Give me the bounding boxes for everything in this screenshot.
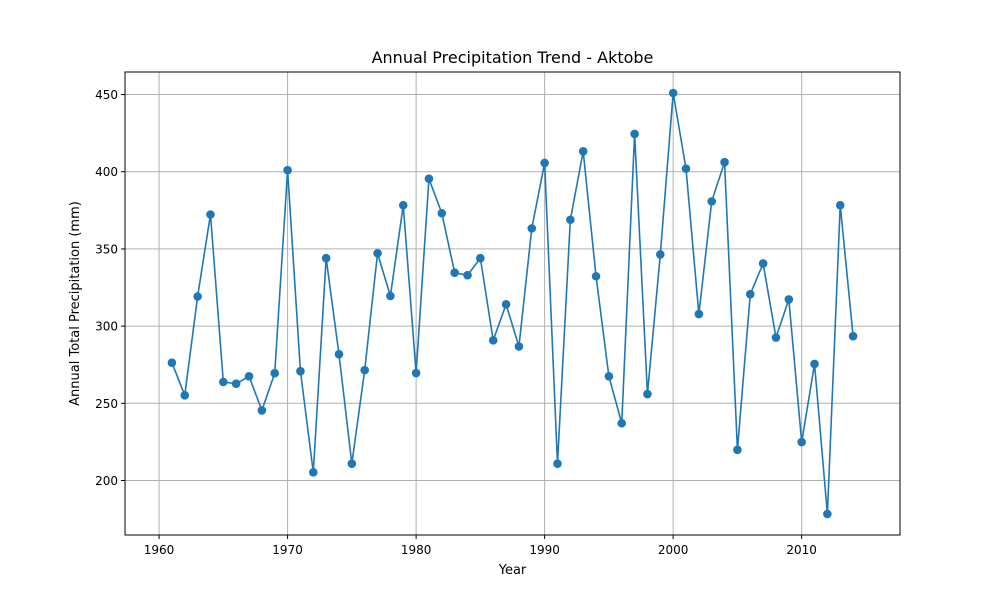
x-tick-label: 2010 [786,543,817,557]
data-point [707,197,717,206]
data-point [835,200,845,210]
data-point [514,342,524,351]
data-point [578,147,588,156]
data-point [668,88,678,98]
x-tick-label: 1960 [144,543,175,557]
data-point [386,291,395,301]
data-point [630,129,639,139]
y-tick-label: 250 [95,397,118,411]
data-point [694,309,704,319]
plot-frame [124,71,901,536]
x-tick-label: 2000 [658,543,689,557]
series-layer [167,88,858,519]
y-tick-label: 400 [95,165,118,179]
data-point [411,368,421,378]
data-point [501,300,511,309]
y-tick-label: 450 [95,88,118,102]
data-point [656,250,665,259]
y-axis-label: Annual Total Precipitation (mm) [68,201,83,406]
data-point [231,379,241,389]
data-point [193,292,202,301]
data-point [321,253,331,263]
data-point [823,509,832,519]
data-point [733,445,742,455]
data-point [296,366,305,376]
data-point [450,268,459,278]
data-point [604,371,614,381]
data-point [720,157,729,167]
data-point [219,377,228,387]
y-tick-label: 350 [95,242,118,256]
data-point [373,248,382,258]
data-point [308,468,318,477]
data-point [540,158,549,168]
data-point [334,349,344,359]
data-point [784,295,794,304]
data-point [643,389,652,399]
data-point [681,164,691,173]
y-tick-label: 300 [95,320,118,334]
data-point [771,333,781,342]
data-point [437,208,447,218]
x-tick-label: 1970 [272,543,303,557]
data-point [566,215,575,225]
data-point [527,224,537,233]
data-point [244,371,254,381]
data-point [797,437,806,447]
chart-title: Annual Precipitation Trend - Aktobe [372,48,654,67]
data-point [810,359,819,369]
x-tick-label: 1980 [401,543,432,557]
data-point [553,459,562,468]
x-axis-label: Year [498,563,527,578]
data-point [360,365,370,375]
series-line [171,92,854,515]
y-tick-label: 200 [95,474,118,488]
data-point [476,253,485,263]
data-point [591,271,601,281]
data-point [283,165,292,175]
data-point [180,390,190,400]
data-point [424,174,434,183]
data-point [848,331,858,341]
grid [125,72,900,535]
data-point [745,289,755,299]
data-point [758,259,768,268]
data-point [347,459,357,468]
data-point [270,368,280,378]
data-point [488,336,498,345]
data-point [398,200,408,210]
x-tick-label: 1990 [529,543,560,557]
data-point [617,418,627,428]
data-point [206,210,215,219]
data-point [257,406,267,415]
axis-ticks: 1960 1970 1980 1990 2000 2010 200 250 300 350 400 4… [95,88,817,557]
data-point [463,270,472,280]
data-point [167,358,177,368]
